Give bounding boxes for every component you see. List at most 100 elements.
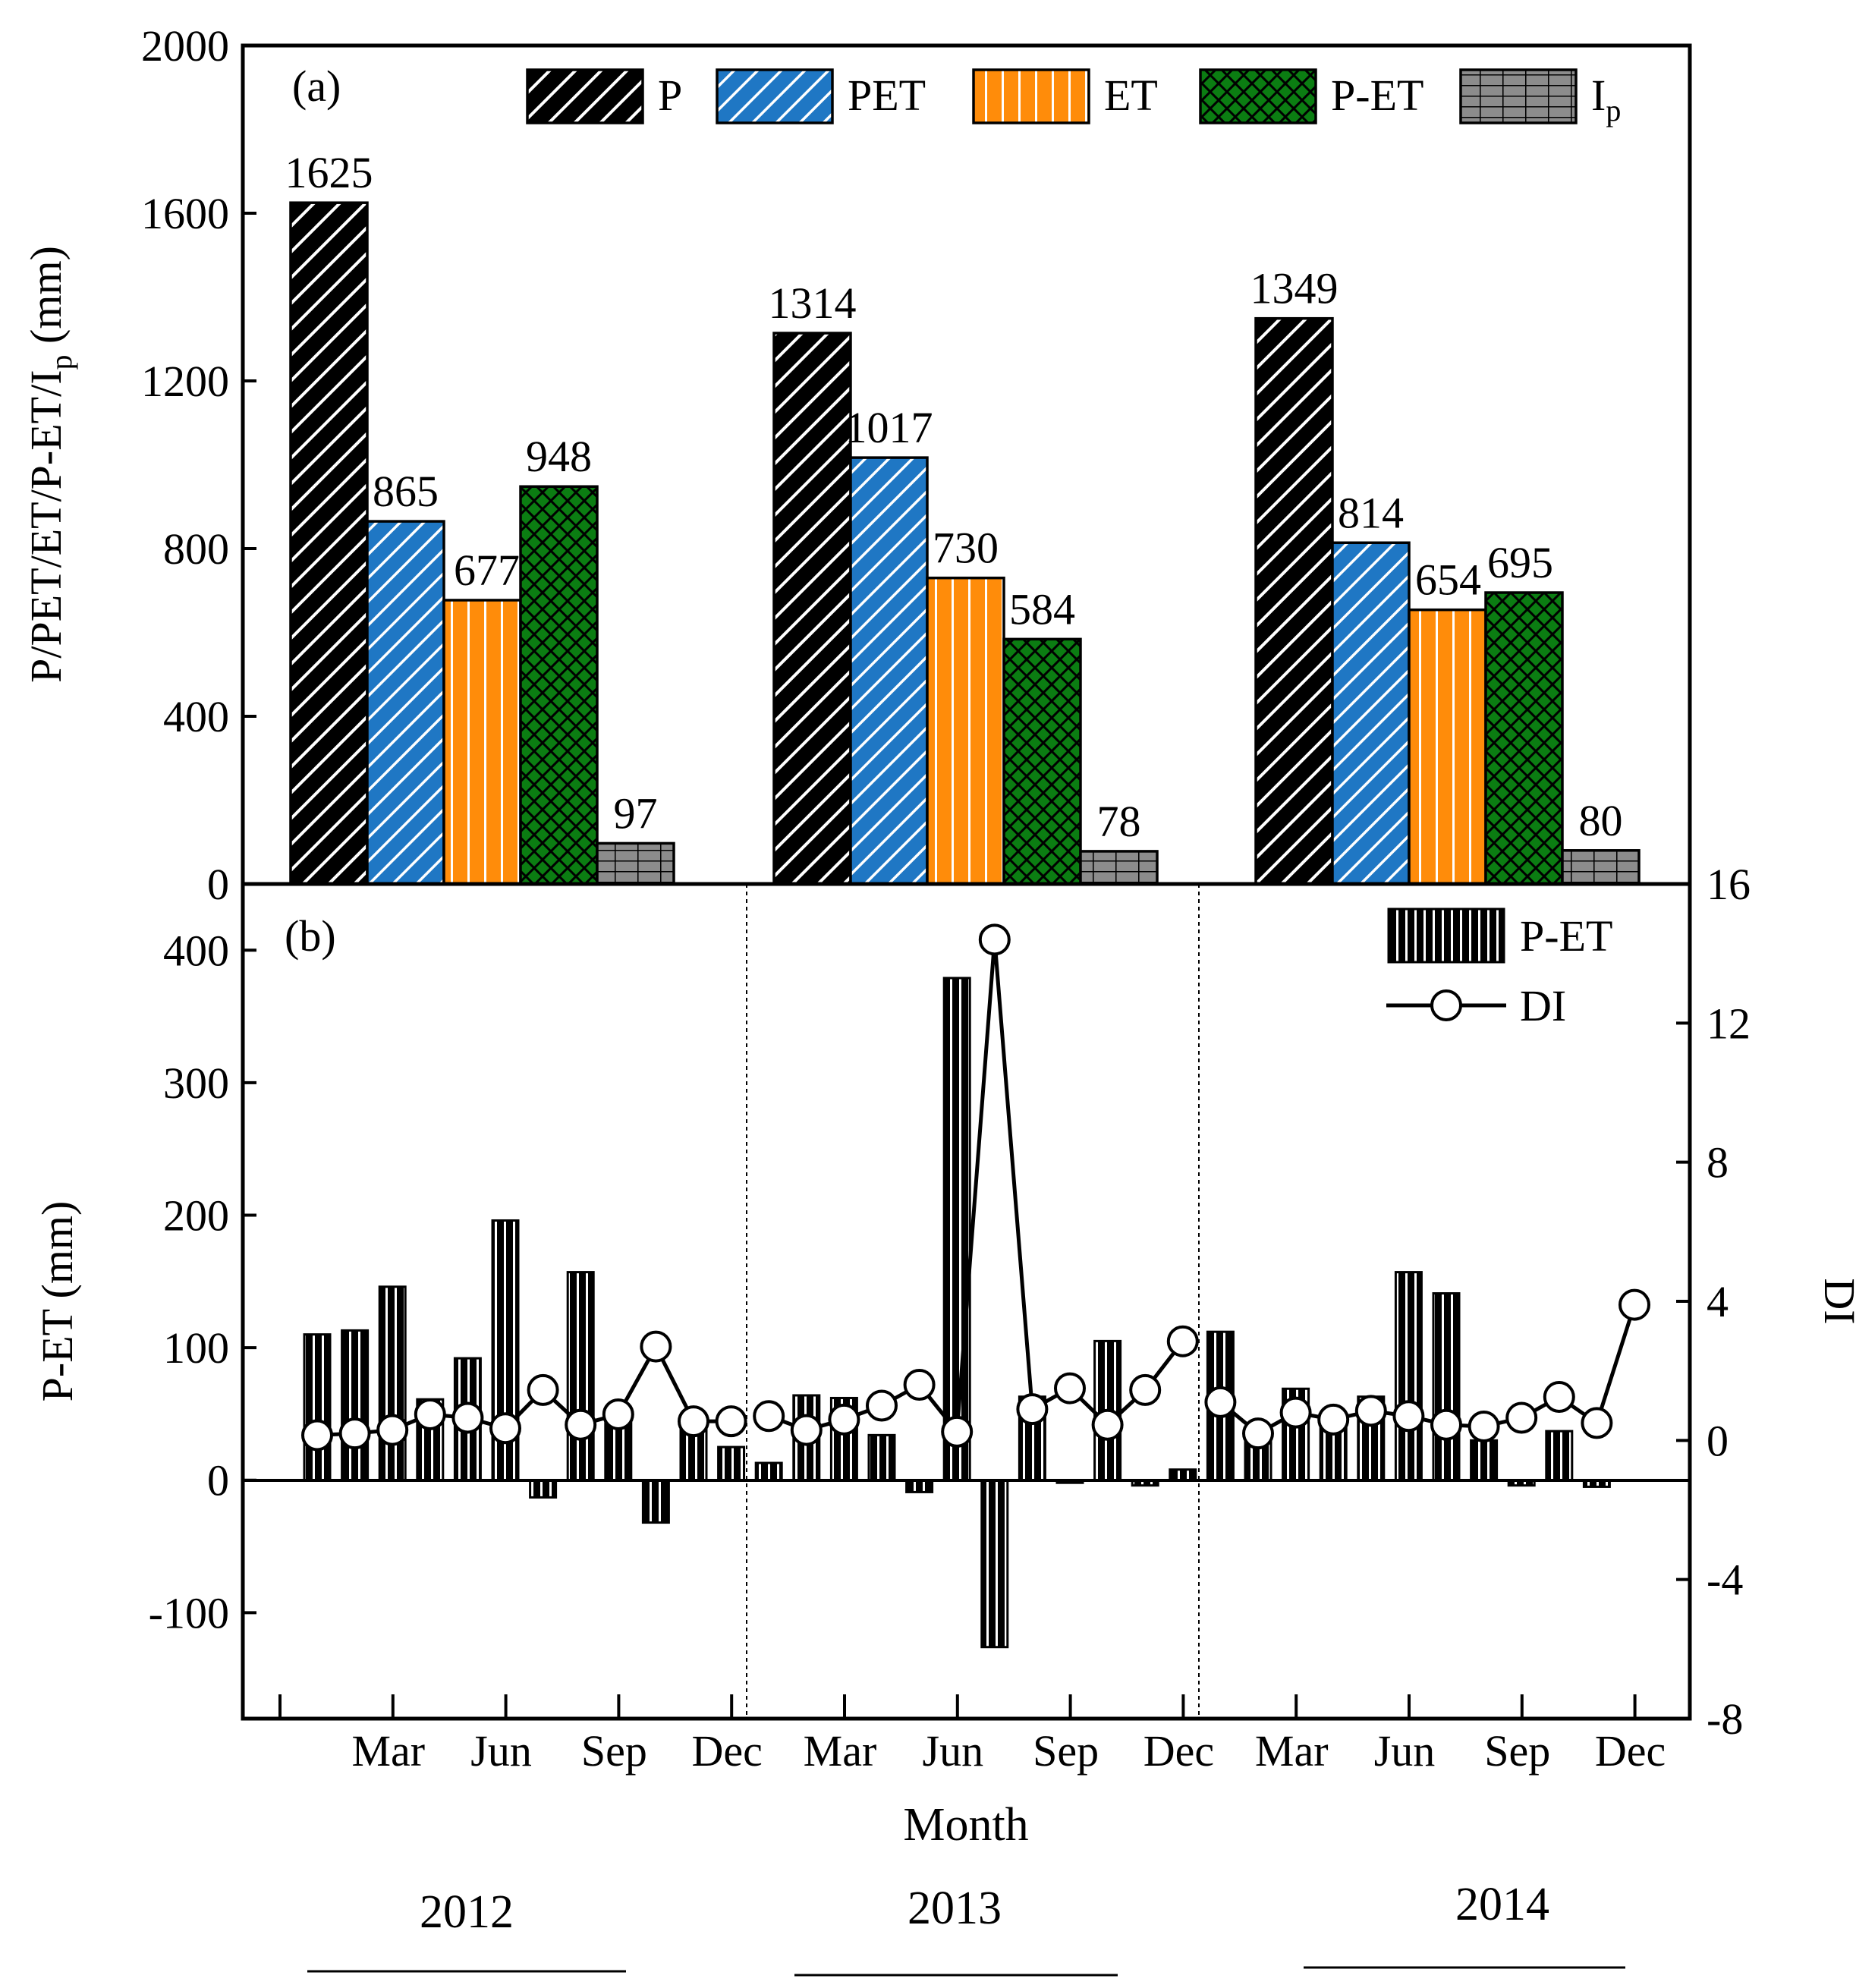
y-tick-label: 100 — [163, 1323, 229, 1373]
di-line-segment — [1520, 1304, 1637, 1427]
di-point-31 — [1467, 1411, 1500, 1442]
di-point-21 — [1091, 1408, 1124, 1441]
panel-b-y2label: DI — [1815, 1278, 1856, 1324]
x-tick-label: Sep — [1484, 1726, 1550, 1776]
legend-label-pet: PET — [848, 71, 926, 120]
data-label-ip-2013: 78 — [1097, 797, 1141, 846]
bar-pet-2012 — [366, 520, 445, 885]
di-point-7 — [565, 1408, 597, 1441]
x-tick-label: Dec — [692, 1726, 763, 1776]
data-label-p-2012: 1625 — [285, 148, 373, 197]
di-point-29 — [1392, 1400, 1425, 1433]
di-point-3 — [414, 1398, 446, 1430]
bar-pet-2013 — [849, 456, 929, 885]
y2-tick-label: -8 — [1707, 1694, 1743, 1744]
di-point-5 — [489, 1412, 521, 1445]
legend-marker-di — [1430, 989, 1462, 1021]
y-tick-label: 0 — [207, 1456, 229, 1505]
pet-bar-16 — [905, 1479, 934, 1493]
pet-bar-23 — [1169, 1468, 1197, 1482]
pet-bar-17 — [942, 977, 971, 1482]
legend-label-p: P — [658, 71, 682, 120]
di-point-4 — [451, 1401, 484, 1434]
di-point-25 — [1242, 1417, 1274, 1450]
data-label-et-2014: 654 — [1415, 555, 1481, 605]
panel-b: -100 0 100 200 300 400 -8 -4 0 4 8 12 16 Mar Jun Sep D… — [33, 860, 1856, 1977]
panel-b-xlabel: Month — [903, 1799, 1028, 1851]
x-tick-label: Sep — [1033, 1726, 1099, 1776]
di-point-10 — [678, 1405, 709, 1438]
data-label-p-2014: 1349 — [1250, 264, 1339, 313]
bar-pet-2014 — [1331, 541, 1411, 885]
year-label-2012: 2012 — [420, 1886, 514, 1938]
di-point-8 — [602, 1398, 634, 1430]
pet-bar-29 — [1394, 1271, 1423, 1482]
di-point-19 — [1016, 1393, 1049, 1426]
pet-bar-31 — [1470, 1439, 1499, 1482]
x-tick-label: Dec — [1143, 1726, 1214, 1776]
di-point-13 — [790, 1414, 823, 1446]
di-point-16 — [903, 1369, 936, 1401]
x-tick-label: Jun — [470, 1726, 532, 1776]
y2-tick-label: 12 — [1707, 999, 1751, 1048]
di-point-30 — [1430, 1408, 1462, 1441]
di-line-segment — [316, 1345, 658, 1437]
legend-swatch-ip — [1459, 68, 1578, 124]
pet-bar-1 — [341, 1329, 370, 1482]
pet-bar-18 — [980, 1479, 1009, 1649]
di-point-33 — [1543, 1381, 1575, 1414]
panel-a-ylabel: P/PET/ET/P-ET/Ip (mm) — [21, 246, 78, 683]
di-point-9 — [640, 1330, 672, 1363]
bar-et-2014 — [1408, 608, 1487, 885]
di-point-18 — [978, 923, 1011, 956]
panel-b-bars — [303, 977, 1611, 1649]
data-label-pet2-2014: 695 — [1487, 538, 1553, 587]
bar-p-2012 — [289, 201, 369, 885]
legend-label-pet: P-ET — [1520, 911, 1612, 961]
data-label-pet2-2013: 584 — [1009, 584, 1075, 634]
y-tick-label: 1200 — [141, 357, 229, 406]
legend-label-di: DI — [1520, 981, 1566, 1030]
data-label-pet-2013: 1017 — [845, 403, 933, 452]
panel-a-y-ticks: 0 400 800 1200 1600 2000 — [141, 21, 256, 909]
y-tick-label: 200 — [163, 1191, 229, 1241]
di-point-24 — [1204, 1386, 1237, 1418]
x-tick-label: Jun — [1374, 1726, 1436, 1776]
data-label-ip-2012: 97 — [614, 788, 658, 838]
panel-a-bars — [289, 201, 1641, 885]
legend-label-ip: Ip — [1591, 71, 1621, 127]
bar-p-2014 — [1254, 316, 1334, 885]
data-label-et-2013: 730 — [933, 524, 999, 573]
panel-b-label: (b) — [285, 911, 336, 961]
di-point-1 — [338, 1417, 371, 1450]
panel-b-legend: P-ET DI — [1386, 907, 1612, 1030]
y-tick-label: 400 — [163, 926, 229, 975]
pet-bar-7 — [566, 1271, 595, 1482]
y-tick-label: 1600 — [141, 189, 229, 238]
pet-bar-2 — [378, 1285, 407, 1482]
di-point-0 — [301, 1419, 333, 1452]
y2-tick-label: 0 — [1707, 1416, 1729, 1465]
di-point-17 — [941, 1415, 974, 1448]
di-point-28 — [1354, 1395, 1387, 1427]
bar-ip-2014 — [1561, 849, 1641, 885]
di-point-6 — [527, 1373, 559, 1406]
x-tick-label: Mar — [1255, 1726, 1329, 1776]
di-point-14 — [828, 1403, 860, 1436]
y2-tick-label: 4 — [1707, 1277, 1729, 1326]
di-point-11 — [715, 1405, 747, 1438]
legend-swatch-pet-bars — [1387, 907, 1505, 964]
data-label-pet-2014: 814 — [1338, 488, 1404, 537]
di-point-27 — [1317, 1403, 1350, 1436]
di-point-20 — [1054, 1372, 1086, 1404]
bar-et-2013 — [926, 576, 1005, 885]
panel-b-right-axis: -8 -4 0 4 8 12 16 — [1676, 860, 1751, 1744]
panel-a-label: (a) — [292, 61, 341, 111]
bar-ip-2013 — [1079, 850, 1159, 885]
panel-b-di-points — [301, 923, 1650, 1452]
pet-bar-12 — [754, 1461, 783, 1482]
bar-pet2-2013 — [1002, 637, 1082, 885]
y2-tick-label: 16 — [1707, 860, 1751, 909]
pet-bar-15 — [867, 1433, 896, 1482]
